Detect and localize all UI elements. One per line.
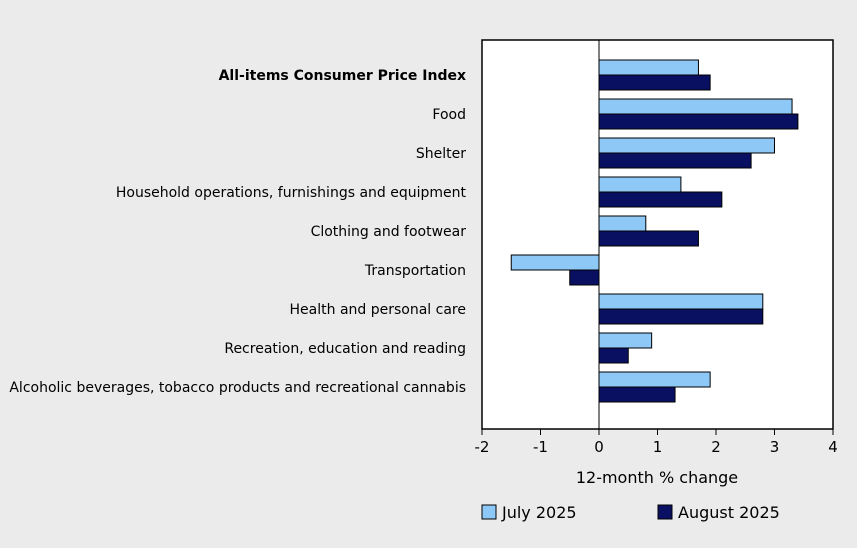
x-tick-label: -2 <box>475 438 490 456</box>
legend-label-august: August 2025 <box>678 503 780 522</box>
category-label: Recreation, education and reading <box>224 341 466 357</box>
x-axis-title: 12-month % change <box>576 468 738 487</box>
category-label: Clothing and footwear <box>311 224 467 240</box>
bar-july-2 <box>598 137 775 154</box>
legend-label-july: July 2025 <box>501 503 577 522</box>
category-label: Household operations, furnishings and eq… <box>116 185 467 201</box>
legend-swatch-july <box>481 504 497 520</box>
x-tick-label: 4 <box>828 438 838 456</box>
bar-july-3 <box>598 176 682 193</box>
bar-august-1 <box>598 113 799 130</box>
bar-august-0 <box>598 74 711 91</box>
bar-august-8 <box>598 386 676 403</box>
x-tick-label: 3 <box>770 438 780 456</box>
category-label: Food <box>432 107 466 123</box>
bar-july-1 <box>598 98 793 115</box>
bar-july-6 <box>598 293 764 310</box>
bar-august-7 <box>598 347 629 364</box>
category-label: All-items Consumer Price Index <box>219 68 466 84</box>
bar-july-0 <box>598 59 699 76</box>
bar-august-2 <box>598 152 752 169</box>
bar-august-5 <box>569 269 600 286</box>
bar-august-3 <box>598 191 723 208</box>
category-label: Transportation <box>364 263 466 279</box>
bar-july-8 <box>598 371 711 388</box>
bar-august-4 <box>598 230 699 247</box>
category-label: Shelter <box>416 146 466 162</box>
bar-august-6 <box>598 308 764 325</box>
category-label: Alcoholic beverages, tobacco products an… <box>9 380 466 396</box>
bar-july-4 <box>598 215 647 232</box>
bar-july-5 <box>510 254 600 271</box>
x-tick-label: 0 <box>594 438 604 456</box>
legend-swatch-august <box>657 504 673 520</box>
bar-july-7 <box>598 332 653 349</box>
x-tick-label: 2 <box>711 438 721 456</box>
category-label: Health and personal care <box>290 302 466 318</box>
x-tick-label: -1 <box>533 438 548 456</box>
x-tick-label: 1 <box>653 438 663 456</box>
